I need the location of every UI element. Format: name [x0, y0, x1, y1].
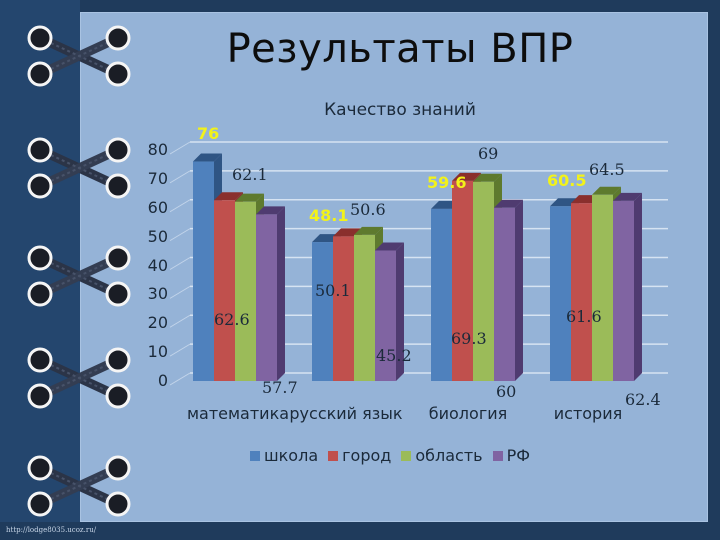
legend-swatch-rf: [492, 450, 503, 461]
label-bio-city: 69.3: [451, 329, 487, 348]
bar-0-3: [256, 206, 285, 381]
label-hist-region: 64.5: [589, 160, 625, 179]
legend-item-school: школа: [250, 446, 318, 465]
label-math-region: 62.1: [232, 165, 268, 184]
x-label-biology: биология: [428, 404, 508, 423]
label-math-school: 76: [197, 124, 220, 143]
legend-item-city: город: [328, 446, 391, 465]
legend-swatch-city: [328, 450, 339, 461]
label-hist-rf: 62.4: [625, 390, 661, 409]
y-tick-0: 0: [157, 371, 168, 390]
label-math-city: 62.6: [214, 310, 250, 329]
chart-title: Качество знаний: [324, 100, 476, 120]
y-tick-80: 80: [147, 140, 168, 159]
label-bio-rf: 60: [496, 382, 517, 401]
y-tick-70: 70: [147, 168, 168, 188]
x-label-russian: русский язык: [289, 404, 403, 423]
legend-swatch-region: [401, 450, 412, 461]
slide-title: Результаты ВПР: [226, 26, 574, 72]
bar-1-3: [375, 242, 404, 381]
y-tick-60: 60: [147, 197, 168, 217]
label-bio-school: 59.6: [427, 173, 467, 192]
y-tick-20: 20: [147, 313, 168, 333]
y-tick-30: 30: [147, 284, 168, 304]
legend-label-school: школа: [264, 446, 319, 465]
bar-2-3: [494, 199, 523, 381]
legend-swatch-school: [250, 450, 260, 461]
bar-3-3: [613, 192, 642, 381]
x-label-history: история: [553, 404, 623, 423]
label-rus-city: 50.1: [315, 281, 351, 300]
label-rus-region: 50.6: [350, 200, 386, 219]
footer-url: http://lodge8035.ucoz.ru/: [6, 526, 97, 534]
label-hist-school: 60.5: [547, 171, 587, 190]
label-rus-school: 48.1: [309, 206, 349, 225]
legend-item-region: область: [401, 446, 483, 465]
y-tick-10: 10: [147, 342, 168, 362]
legend-item-rf: РФ: [492, 446, 530, 465]
legend-label-rf: РФ: [506, 446, 530, 465]
label-rus-rf: 45.2: [376, 346, 412, 365]
label-hist-city: 61.6: [566, 307, 602, 326]
label-math-rf: 57.7: [262, 378, 298, 397]
label-bio-region: 69: [478, 144, 499, 163]
legend-label-region: область: [415, 446, 483, 465]
x-label-math: математика: [186, 404, 290, 423]
footer-bar: [0, 522, 720, 540]
y-tick-50: 50: [147, 226, 168, 246]
chart-legend: школа город область РФ: [250, 446, 530, 465]
y-tick-40: 40: [147, 255, 168, 275]
legend-label-city: город: [342, 446, 392, 465]
